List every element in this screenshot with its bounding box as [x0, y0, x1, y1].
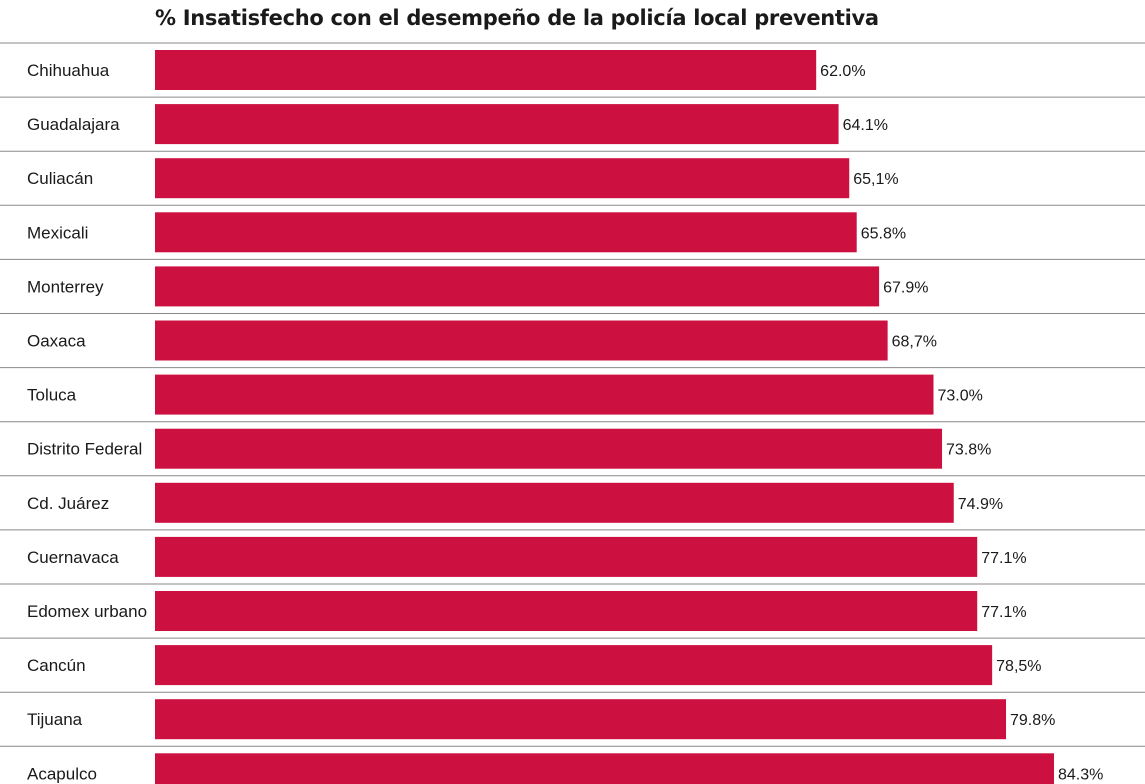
- category-label: Culiacán: [27, 169, 93, 188]
- value-label: 77.1%: [981, 550, 1026, 567]
- bar-chihuahua: [155, 50, 817, 90]
- chart-title: % Insatisfecho con el desempeño de la po…: [155, 6, 879, 30]
- category-label: Chihuahua: [27, 61, 110, 80]
- value-label: 84.3%: [1058, 766, 1103, 783]
- bar-acapulco: [155, 753, 1054, 784]
- value-label: 78,5%: [996, 658, 1041, 675]
- category-label: Acapulco: [27, 764, 97, 783]
- bar-culiac-n: [155, 158, 850, 199]
- category-label: Distrito Federal: [27, 440, 142, 459]
- value-label: 67.9%: [883, 279, 928, 296]
- category-label: Edomex urbano: [27, 602, 147, 621]
- category-label: Guadalajara: [27, 115, 120, 134]
- value-label: 68,7%: [892, 334, 937, 351]
- value-label: 65,1%: [853, 171, 898, 188]
- category-label: Mexicali: [27, 223, 88, 242]
- value-label: 74.9%: [958, 496, 1003, 513]
- bar-edomex-urbano: [155, 591, 978, 631]
- value-label: 77.1%: [981, 604, 1026, 621]
- value-label: 64.1%: [843, 117, 888, 134]
- bar-tijuana: [155, 699, 1007, 740]
- category-label: Monterrey: [27, 277, 104, 296]
- bar-canc-n: [155, 645, 993, 686]
- bar-toluca: [155, 374, 934, 415]
- bar-monterrey: [155, 266, 880, 307]
- value-label: 62.0%: [820, 63, 865, 80]
- value-label: 73.8%: [946, 442, 991, 459]
- bar-cd-ju-rez: [155, 482, 954, 523]
- category-label: Cd. Juárez: [27, 494, 109, 513]
- bar-oaxaca: [155, 320, 888, 361]
- value-label: 73.0%: [937, 388, 982, 405]
- value-label: 65.8%: [861, 225, 906, 242]
- category-label: Cuernavaca: [27, 548, 119, 567]
- bar-guadalajara: [155, 104, 839, 145]
- value-label: 79.8%: [1010, 712, 1055, 729]
- category-label: Oaxaca: [27, 332, 86, 351]
- bar-cuernavaca: [155, 536, 978, 577]
- bar-mexicali: [155, 212, 857, 253]
- category-label: Cancún: [27, 656, 86, 675]
- category-label: Tijuana: [27, 710, 83, 729]
- bar-distrito-federal: [155, 428, 943, 469]
- category-label: Toluca: [27, 386, 77, 405]
